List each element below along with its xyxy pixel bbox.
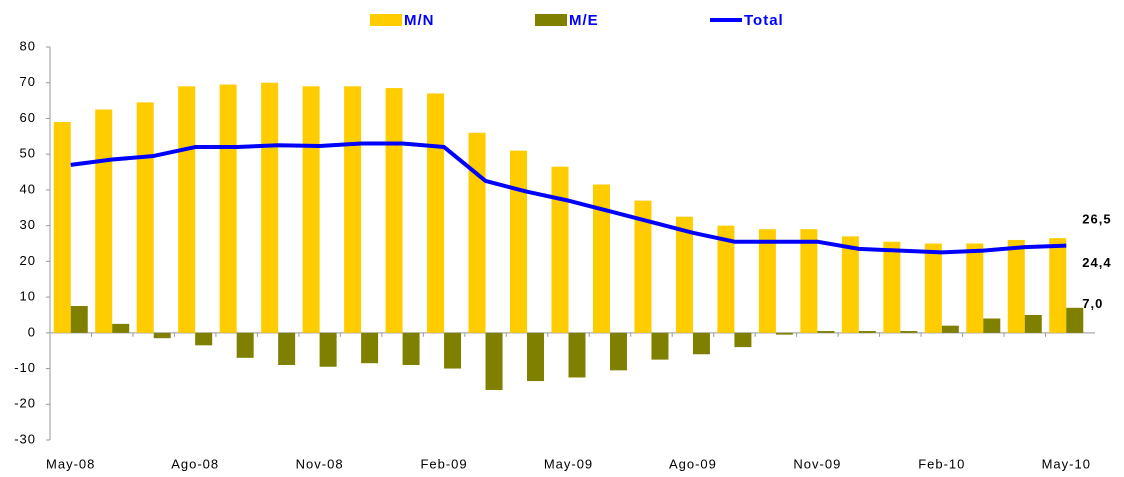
bar [112,323,130,333]
x-tick-label: Feb-09 [420,456,467,471]
bar [900,331,918,333]
bar [178,86,196,333]
bar [361,332,379,364]
y-tick-label: 20 [20,253,36,268]
bar [841,236,859,333]
y-tick-label: -20 [14,396,36,411]
bar [385,88,403,333]
bar [817,331,835,333]
y-tick-label: 80 [20,38,36,53]
bar [775,332,793,335]
bar [219,84,237,333]
bar [758,229,776,333]
legend-label: M/E [569,12,599,29]
bar [444,332,462,369]
bar [883,241,901,333]
bar [485,332,503,390]
x-tick-label: May-08 [46,456,95,471]
y-tick-label: 10 [20,289,36,304]
bar [195,332,213,346]
bar [261,82,279,333]
x-tick-label: May-10 [1042,456,1091,471]
data-label: 26,5 [1082,212,1111,227]
bar [278,332,296,365]
y-tick-label: 50 [20,146,36,161]
line [70,141,1067,255]
bar [692,332,710,355]
bar [734,332,752,348]
x-tick-label: Ago-08 [171,456,219,471]
bar [966,243,984,333]
bar [924,243,942,333]
x-tick-label: Ago-09 [669,456,717,471]
data-label: 7,0 [1082,296,1103,311]
legend-label: M/N [404,12,435,29]
x-tick-label: May-09 [544,456,593,471]
bar [609,332,627,371]
legend-label: Total [744,12,784,29]
bar [1049,238,1067,333]
y-tick-label: 0 [28,324,36,339]
bar [236,332,254,358]
bar [53,122,71,333]
bar [800,229,818,333]
bar [402,332,420,365]
y-tick-label: -30 [14,431,36,446]
bar [858,331,876,333]
x-tick-label: Nov-09 [793,456,841,471]
bar [302,86,320,333]
bar [153,332,171,339]
y-tick-label: 30 [20,217,36,232]
bar [1066,307,1084,333]
bar [717,225,735,333]
bar [983,318,1001,333]
legend-swatch [535,14,567,26]
bar [941,325,959,333]
bar [568,332,586,378]
bar [651,332,669,360]
bar [95,109,113,333]
bar [551,166,569,333]
bar [468,132,486,333]
y-tick-label: -10 [14,360,36,375]
bar [1024,314,1042,333]
y-tick-label: 40 [20,181,36,196]
bar [634,200,652,333]
bar [675,216,693,333]
bar [527,332,545,382]
legend-swatch [370,14,402,26]
x-tick-label: Nov-08 [296,456,344,471]
x-tick-label: Feb-10 [918,456,965,471]
bar [427,93,445,333]
bar [70,306,88,333]
bar [344,86,362,333]
bar [510,150,528,333]
y-tick-label: 60 [20,110,36,125]
data-label: 24,4 [1082,255,1111,270]
bar [319,332,337,367]
y-tick-label: 70 [20,74,36,89]
bar [592,184,610,333]
bar [1007,239,1025,333]
bar [136,102,154,333]
